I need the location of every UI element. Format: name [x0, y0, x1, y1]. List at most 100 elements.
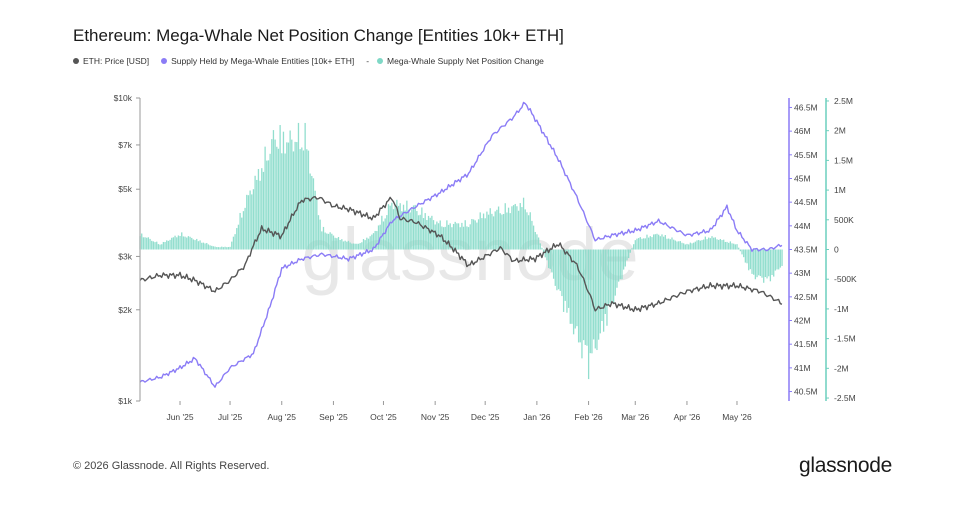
- change-bar: [321, 231, 323, 250]
- change-bar: [691, 243, 693, 250]
- change-bar: [516, 206, 518, 250]
- change-bar: [521, 207, 523, 250]
- change-bar: [756, 249, 758, 278]
- legend-item-price[interactable]: ETH: Price [USD]: [73, 56, 149, 66]
- change-bar: [362, 239, 365, 250]
- change-bar: [224, 246, 226, 250]
- change-bar: [377, 225, 380, 250]
- change-tick-label: -1M: [834, 304, 849, 314]
- change-bar: [514, 203, 516, 250]
- legend-item-change[interactable]: - Mega-Whale Supply Net Position Change: [366, 56, 544, 66]
- change-bar: [272, 130, 275, 250]
- change-tick-label: 1M: [834, 185, 846, 195]
- change-bar: [447, 224, 450, 250]
- chart-title: Ethereum: Mega-Whale Net Position Change…: [73, 26, 564, 45]
- change-bar: [693, 242, 695, 250]
- change-bar: [557, 249, 560, 290]
- change-bar: [469, 224, 471, 250]
- change-tick-label: -2.5M: [834, 393, 856, 403]
- change-bar: [609, 249, 611, 303]
- change-bar: [192, 239, 195, 250]
- change-bar: [219, 247, 221, 250]
- change-bar: [632, 244, 635, 250]
- x-tick-label: Oct '25: [370, 412, 397, 422]
- change-bar: [586, 249, 588, 346]
- change-bar: [776, 249, 778, 270]
- change-bar: [231, 241, 233, 250]
- change-bar: [724, 241, 726, 250]
- change-bar: [417, 215, 420, 250]
- change-bar: [367, 238, 370, 250]
- change-bar: [251, 194, 253, 250]
- change-bar: [686, 243, 688, 250]
- change-tick-label: -2M: [834, 363, 849, 373]
- change-bar: [151, 240, 153, 250]
- change-bar: [621, 249, 623, 280]
- change-bar: [376, 231, 378, 250]
- change-bar: [699, 240, 701, 250]
- change-bar: [176, 237, 178, 250]
- change-bar: [452, 223, 455, 250]
- change-bar: [733, 243, 735, 250]
- change-bar: [351, 243, 353, 250]
- change-bar: [524, 209, 526, 250]
- change-bar: [556, 249, 558, 291]
- change-tick-label: 2M: [834, 126, 846, 136]
- change-bar: [459, 227, 461, 250]
- change-bar: [604, 249, 606, 314]
- change-bar: [651, 237, 653, 250]
- change-bar: [401, 211, 403, 250]
- change-bar: [489, 208, 491, 250]
- change-bar: [731, 243, 733, 250]
- change-bar: [397, 205, 400, 250]
- supply-tick-label: 46.5M: [794, 102, 818, 112]
- change-bar: [599, 249, 601, 334]
- change-bar: [753, 249, 755, 275]
- supply-tick-label: 43.5M: [794, 245, 818, 255]
- change-bar: [407, 209, 410, 250]
- left-tick-label: $3k: [118, 251, 132, 261]
- change-bar: [422, 218, 425, 250]
- change-bar: [306, 149, 308, 250]
- change-bar: [446, 220, 448, 250]
- change-bar: [758, 249, 760, 276]
- change-bar: [162, 241, 165, 250]
- change-bar: [744, 249, 747, 263]
- change-bar: [347, 240, 350, 250]
- change-bar: [771, 249, 773, 275]
- change-bar: [616, 249, 618, 288]
- change-bar: [614, 249, 616, 296]
- change-bar: [698, 240, 700, 250]
- change-bar: [611, 249, 613, 301]
- change-bar: [142, 237, 145, 250]
- change-bar: [681, 242, 683, 250]
- change-bar: [271, 139, 273, 250]
- change-bar: [522, 197, 525, 250]
- change-bar: [481, 218, 483, 250]
- change-bar: [331, 233, 333, 250]
- change-bar: [256, 179, 258, 250]
- legend-change-swatch: [377, 58, 384, 64]
- change-bar: [234, 234, 236, 250]
- change-bar: [748, 249, 750, 271]
- brand-logo: glassnode: [798, 454, 892, 477]
- change-bar: [708, 237, 710, 250]
- change-bar: [766, 249, 768, 279]
- change-bar: [412, 205, 415, 250]
- change-bar: [316, 198, 318, 250]
- legend-price-swatch: [73, 58, 79, 64]
- change-bar: [411, 209, 413, 250]
- change-bar: [464, 220, 466, 250]
- change-bar: [589, 249, 591, 354]
- change-bar: [157, 244, 160, 250]
- change-bar: [182, 236, 185, 250]
- change-bar: [419, 214, 421, 250]
- change-tick-label: 0: [834, 245, 839, 255]
- change-bar: [706, 239, 708, 250]
- chart-axes: $10k $7k $5k $3k $2k $1k 46.5M 46M 45.5M 45M 44.5M…: [114, 93, 857, 422]
- change-bar: [763, 249, 765, 283]
- legend-item-supply[interactable]: Supply Held by Mega-Whale Entities [10k+…: [161, 56, 354, 66]
- change-bar: [466, 226, 468, 250]
- change-bar: [653, 234, 655, 250]
- change-bar: [454, 221, 456, 250]
